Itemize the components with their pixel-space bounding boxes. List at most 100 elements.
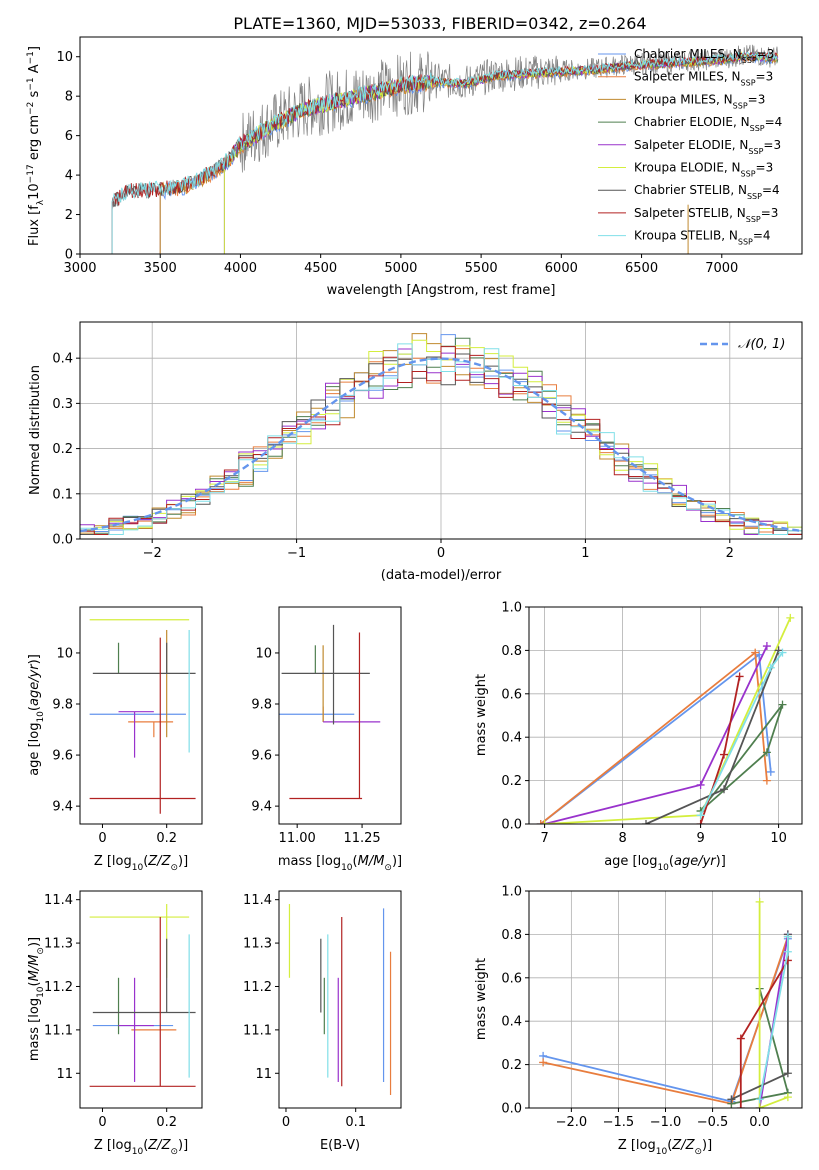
legend-tail: =4 — [753, 229, 771, 243]
legend-sub: SSP — [746, 214, 761, 223]
y-tick-label: 1.0 — [501, 885, 522, 900]
weight-point — [783, 947, 792, 956]
y-axis-label: mass weight — [474, 958, 489, 1040]
y-tick-label: 0.6 — [501, 687, 522, 702]
x-tick-label: 5500 — [465, 261, 498, 276]
label-part: λ — [36, 199, 46, 205]
label-part: 10 — [36, 711, 46, 723]
weight-point — [696, 811, 705, 820]
legend-sub: SSP — [747, 192, 762, 201]
label-part: ( — [27, 981, 42, 986]
x-tick-label: −2.0 — [556, 1115, 588, 1130]
weight-point — [696, 780, 705, 789]
weight-point — [755, 897, 764, 906]
axes-frame — [79, 36, 803, 255]
label-part: 10 — [657, 863, 669, 873]
label-part: ] — [27, 46, 42, 51]
label-part: )] — [392, 854, 402, 869]
weight-point — [786, 613, 795, 622]
x-tick-label: −2 — [143, 546, 162, 561]
x-axis-label: (data-model)/error — [381, 568, 502, 583]
label-part: ( — [143, 1138, 148, 1153]
x-tick-label: −1.5 — [603, 1115, 635, 1130]
weight-point — [536, 820, 545, 824]
axes-weight-vs-Z: −2.0 −1.5 −1.0 −0.5 0.0 0.0 0.2 0.4 0.6 0.8 1.0 Z [… — [474, 885, 803, 1157]
axes-spectrum: 3000 3500 4000 4500 5000 5500 6000 6500 7000 0 2 4 6… — [26, 36, 803, 298]
figure-title: PLATE=1360, MJD=53033, FIBERID=0342, z=0… — [233, 14, 646, 33]
y-axis-label: age [log10(age/yr)] — [27, 654, 46, 776]
weight-point — [778, 648, 787, 657]
label-part: mass weight — [474, 674, 489, 756]
label-part: ⊙ — [36, 947, 46, 955]
weight-point — [755, 1104, 764, 1108]
legend-label: Salpeter STELIB, N — [634, 206, 746, 220]
label-part: 10 — [341, 863, 353, 873]
label-part: )] — [716, 854, 726, 869]
x-tick-label: 6500 — [625, 261, 658, 276]
x-tick-label: 1 — [581, 546, 589, 561]
y-tick-label: 0.4 — [52, 352, 73, 367]
plot-area-spectrum — [111, 44, 779, 254]
label-part: age/yr — [27, 663, 42, 706]
legend-sub: SSP — [733, 101, 748, 110]
legend-entry: Salpeter STELIB, NSSP=3 — [634, 206, 778, 224]
x-tick-label: 6000 — [545, 261, 578, 276]
x-tick-label: 0 — [437, 546, 445, 561]
legend-label: Kroupa STELIB, N — [634, 229, 738, 243]
legend-label: Salpeter MILES, N — [634, 70, 741, 84]
legend-label: Kroupa ELODIE, N — [634, 161, 741, 175]
label-part: 10 — [36, 986, 46, 998]
x-tick-label: 7000 — [705, 261, 738, 276]
label-part: M/M — [358, 854, 385, 869]
x-tick-label: 0.1 — [345, 1115, 366, 1130]
y-tick-label: 9.4 — [251, 800, 272, 815]
label-part: Z [log — [618, 1138, 656, 1153]
x-tick-label: 9 — [696, 831, 704, 846]
legend-entry: Kroupa MILES, NSSP=3 — [634, 92, 765, 110]
label-part: )] — [178, 854, 188, 869]
weight-point — [736, 1104, 745, 1108]
y-tick-label: 0.1 — [52, 487, 73, 502]
x-tick-label: 11.25 — [343, 831, 380, 846]
weight-point — [755, 1095, 764, 1104]
y-tick-label: 0.4 — [501, 1015, 522, 1030]
y-tick-label: 0.4 — [501, 731, 522, 746]
y-tick-label: 0.0 — [52, 533, 73, 548]
y-tick-label: 0.0 — [501, 1102, 522, 1117]
label-part: ( — [669, 854, 674, 869]
legend-tail: =3 — [748, 92, 766, 106]
x-axis-label: Z [log10(Z/Z⊙)] — [94, 854, 188, 873]
label-part: Z [log — [94, 854, 132, 869]
x-tick-label: 0.2 — [156, 831, 177, 846]
legend-tail: =4 — [765, 115, 783, 129]
y-tick-label: 0.3 — [52, 397, 73, 412]
weight-point — [766, 663, 775, 672]
y-tick-label: 0.8 — [501, 928, 522, 943]
plot-area-weight-vs-Z — [539, 897, 792, 1108]
x-tick-label: −1 — [287, 546, 306, 561]
label-part: E(B-V) — [320, 1138, 360, 1153]
label-part: ( — [143, 854, 148, 869]
y-tick-label: 11.2 — [44, 980, 73, 995]
label-part: age [log — [27, 723, 42, 776]
y-tick-label: 11.3 — [243, 937, 272, 952]
label-part: mass [log — [27, 998, 42, 1061]
label-part: Flux [f — [27, 205, 42, 246]
plot-area-age-vs-mass — [279, 624, 381, 800]
label-part: )] — [702, 1138, 712, 1153]
legend-sub: SSP — [738, 237, 753, 246]
legend-entry: Chabrier ELODIE, NSSP=4 — [634, 115, 782, 133]
y-tick-label: 0.2 — [52, 442, 73, 457]
x-tick-label: 0.0 — [749, 1115, 770, 1130]
weight-point — [720, 750, 728, 759]
plot-area-residuals — [80, 333, 802, 535]
x-axis-label: Z [log10(Z/Z⊙)] — [94, 1138, 188, 1157]
legend-sub: SSP — [741, 78, 756, 87]
weight-point — [783, 956, 792, 965]
legend-sub: SSP — [750, 124, 765, 133]
weight-point — [783, 1093, 792, 1102]
